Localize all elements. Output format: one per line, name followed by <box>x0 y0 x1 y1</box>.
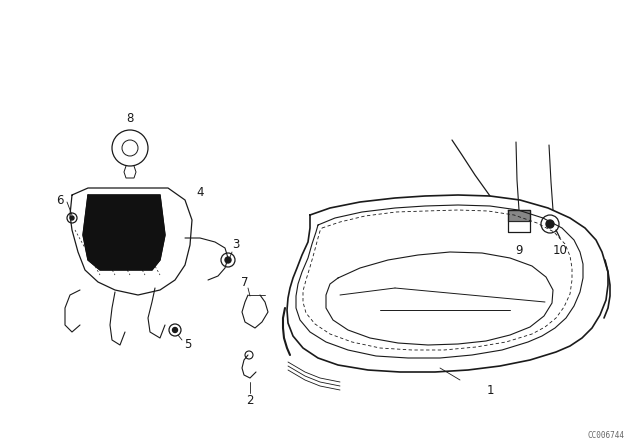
Text: 8: 8 <box>126 112 134 125</box>
Text: 1: 1 <box>486 383 493 396</box>
Circle shape <box>173 327 177 332</box>
Text: 7: 7 <box>241 276 249 289</box>
Text: 10: 10 <box>552 244 568 257</box>
Circle shape <box>70 216 74 220</box>
Circle shape <box>546 220 554 228</box>
Polygon shape <box>83 195 165 270</box>
Text: CC006744: CC006744 <box>588 431 625 440</box>
Circle shape <box>225 257 231 263</box>
Text: 6: 6 <box>56 194 64 207</box>
Text: 4: 4 <box>196 185 204 198</box>
Text: 3: 3 <box>232 238 240 251</box>
Polygon shape <box>508 210 530 221</box>
Text: 9: 9 <box>515 244 523 257</box>
Text: 2: 2 <box>246 393 253 406</box>
Text: 5: 5 <box>184 339 192 352</box>
